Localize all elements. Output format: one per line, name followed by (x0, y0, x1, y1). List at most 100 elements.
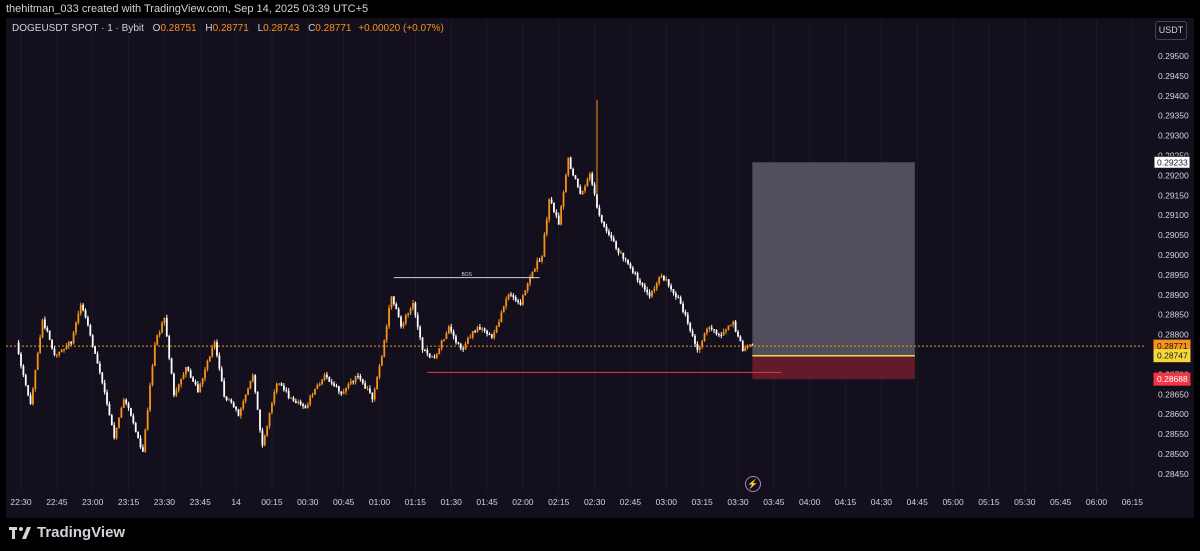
candle-body (519, 302, 522, 305)
candle-body (132, 415, 135, 424)
candle-body (326, 374, 328, 378)
candle-body (285, 389, 288, 391)
candle-body (82, 304, 85, 311)
candle-body (273, 392, 276, 403)
price-label-stop-bg (1153, 372, 1191, 386)
candle-body (65, 346, 68, 350)
candle-body (445, 333, 448, 340)
candle-body (746, 345, 749, 348)
candles (17, 99, 754, 453)
candle-body (440, 340, 443, 349)
high-label: H (205, 23, 213, 34)
candle-body (98, 363, 101, 373)
candle-body (196, 384, 199, 393)
lightning-icon[interactable]: ⚡ (745, 476, 761, 492)
candle-body (72, 332, 75, 344)
x-tick-label: 23:45 (190, 497, 212, 507)
candle-body (280, 383, 283, 386)
candle-body (600, 215, 603, 222)
candle-body (658, 277, 661, 284)
x-tick-label: 04:00 (799, 497, 821, 507)
chart-pane[interactable] (6, 18, 1194, 518)
x-tick-label: 04:30 (871, 497, 893, 507)
candle-body (694, 335, 696, 344)
candle-body (689, 323, 692, 331)
x-tick-label: 23:15 (118, 497, 140, 507)
candle-body (722, 331, 725, 336)
y-tick-label: 0.28800 (1158, 330, 1189, 340)
candle-body (366, 388, 369, 390)
candle-body (27, 385, 30, 396)
candle-body (53, 348, 56, 355)
x-tick-label: 05:45 (1050, 497, 1072, 507)
x-tick-label: 02:00 (512, 497, 534, 507)
candle-body (531, 271, 534, 278)
tradingview-logo[interactable]: TradingView (9, 524, 125, 541)
candle-body (674, 293, 677, 298)
candle-body (75, 322, 77, 333)
candle-body (340, 391, 343, 394)
candle-body (161, 322, 163, 333)
candle-body (734, 321, 737, 332)
candle-body (118, 417, 120, 428)
candle-body (216, 342, 218, 356)
candle-body (46, 328, 49, 331)
candlestick-chart[interactable]: BOS 0.295000.294500.294000.293500.293000… (0, 0, 1200, 518)
x-tick-label: 14 (231, 497, 241, 507)
y-tick-label: 0.29400 (1158, 91, 1189, 101)
candle-body (476, 327, 479, 332)
candle-body (122, 399, 125, 409)
candle-body (557, 215, 560, 225)
x-tick-label: 05:00 (942, 497, 964, 507)
candle-body (443, 339, 445, 341)
low-value: 0.28743 (263, 23, 300, 34)
candle-body (36, 353, 39, 370)
candle-body (182, 374, 185, 379)
x-tick-label: 00:45 (333, 497, 355, 507)
candle-body (153, 344, 156, 367)
candle-body (223, 380, 226, 397)
candle-body (141, 447, 144, 452)
candle-body (170, 358, 173, 374)
candle-body (63, 349, 65, 351)
candle-body (407, 313, 410, 316)
credit-text: thehitman_033 created with TradingView.c… (6, 3, 369, 15)
candle-body (447, 326, 450, 334)
candle-body (388, 307, 390, 327)
candle-body (483, 328, 486, 331)
candle-body (741, 341, 744, 352)
candle-body (24, 375, 27, 386)
candle-body (550, 199, 553, 203)
candle-body (569, 157, 572, 169)
candle-body (455, 336, 457, 343)
candle-body (32, 388, 34, 405)
candle-body (51, 339, 53, 349)
candle-body (598, 207, 601, 216)
candle-body (299, 401, 302, 405)
candle-body (294, 401, 297, 404)
candle-body (574, 175, 577, 179)
candle-body (149, 385, 151, 411)
candle-body (395, 303, 398, 309)
candle-body (457, 342, 460, 344)
candle-body (165, 317, 168, 337)
currency-button[interactable]: USDT (1155, 21, 1187, 40)
tradingview-logo-text: TradingView (37, 524, 126, 541)
candle-body (67, 341, 70, 347)
candle-body (256, 391, 259, 410)
x-tick-label: 00:30 (297, 497, 319, 507)
candle-body (177, 384, 180, 391)
candle-body (275, 383, 278, 393)
candle-body (629, 263, 632, 268)
candle-body (94, 346, 96, 354)
candle-body (672, 289, 675, 294)
x-tick-label: 06:15 (1122, 497, 1144, 507)
candle-body (536, 260, 539, 269)
candle-body (636, 273, 639, 281)
candle-body (433, 356, 436, 358)
y-tick-label: 0.28500 (1158, 449, 1189, 459)
candle-body (462, 348, 465, 350)
candle-body (710, 327, 713, 330)
candle-body (586, 179, 589, 187)
candle-body (605, 226, 608, 232)
